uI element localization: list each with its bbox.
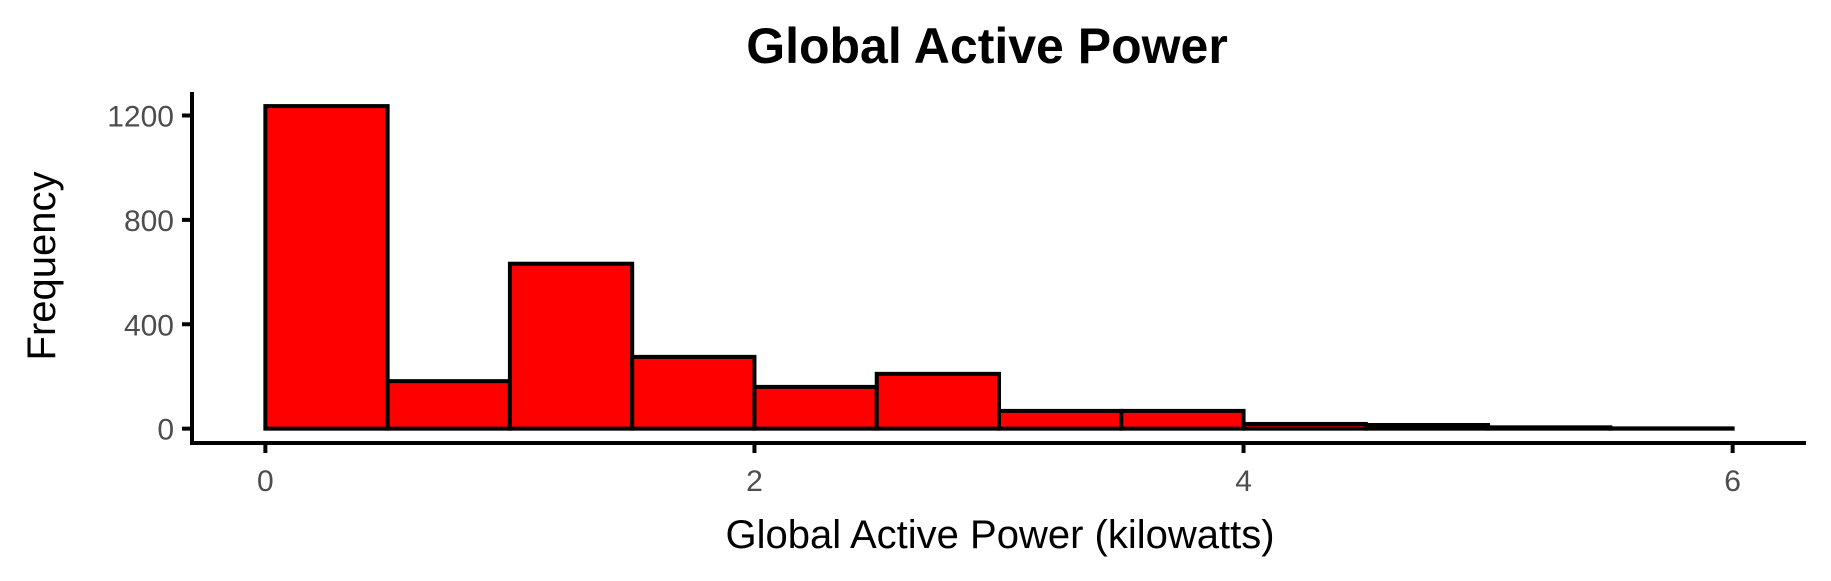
histogram-bar <box>752 384 879 431</box>
x-tick-label: 2 <box>746 465 763 498</box>
histogram-bar <box>1486 425 1613 431</box>
histogram-bar <box>385 379 512 431</box>
x-axis-label: Global Active Power (kilowatts) <box>725 513 1274 557</box>
y-tick-label: 1200 <box>107 100 174 133</box>
histogram-bar <box>630 354 757 431</box>
histogram-bar <box>507 261 635 431</box>
histogram-bar <box>263 104 390 431</box>
y-tick-label: 0 <box>157 414 174 447</box>
histogram-bar <box>874 371 1002 431</box>
x-ticks-group: 0 2 4 6 <box>257 443 1741 498</box>
chart-title: Global Active Power <box>746 18 1228 74</box>
x-tick-label: 6 <box>1724 465 1741 498</box>
histogram-bar <box>1119 408 1246 431</box>
y-ticks-group: 0 400 800 1200 <box>107 100 192 447</box>
histogram-bar <box>1363 422 1491 431</box>
histogram-bar <box>997 408 1124 431</box>
y-tick-label: 800 <box>124 205 174 238</box>
bars-group <box>263 104 1735 431</box>
x-tick-label: 0 <box>257 465 274 498</box>
histogram-bar <box>1241 421 1368 431</box>
y-tick-label: 400 <box>124 309 174 342</box>
y-axis-label: Frequency <box>20 172 64 361</box>
x-tick-label: 4 <box>1235 465 1252 498</box>
